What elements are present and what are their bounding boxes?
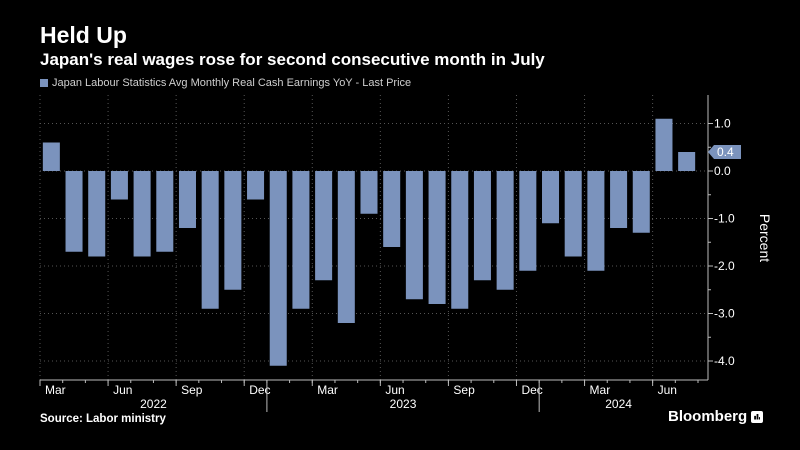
bar: [678, 152, 696, 171]
y-tick-label: -1.0: [714, 212, 735, 226]
y-axis-title: Percent: [757, 214, 773, 262]
legend-swatch: [40, 79, 48, 87]
y-tick-label: 1.0: [714, 117, 731, 131]
bar: [360, 171, 378, 214]
chart-legend: Japan Labour Statistics Avg Monthly Real…: [40, 77, 411, 89]
bar: [201, 171, 219, 309]
x-tick-label: Mar: [45, 383, 66, 397]
bar: [655, 118, 673, 171]
bar: [405, 171, 423, 300]
bar: [542, 171, 560, 224]
bar: [496, 171, 514, 290]
chart-title: Held Up: [40, 22, 127, 48]
y-tick-label: 0.0: [714, 164, 731, 178]
y-tick-label: -3.0: [714, 307, 735, 321]
x-tick-label: Sep: [181, 383, 203, 397]
x-tick-label: Jun: [658, 383, 677, 397]
bar: [269, 171, 287, 366]
last-value-label: 0.4: [717, 145, 734, 159]
year-label: 2022: [140, 397, 167, 411]
bar: [178, 171, 196, 228]
bar: [110, 171, 128, 200]
last-value-badge: [708, 145, 741, 159]
brand-name: Bloomberg: [668, 408, 748, 425]
bar: [224, 171, 242, 290]
chart-subtitle: Japan's real wages rose for second conse…: [40, 50, 545, 69]
year-label: 2024: [605, 397, 632, 411]
x-tick-label: Mar: [317, 383, 338, 397]
bar: [610, 171, 628, 228]
y-tick-label: -2.0: [714, 259, 735, 273]
bar: [451, 171, 469, 309]
bar: [133, 171, 151, 257]
bar: [383, 171, 401, 247]
bar: [42, 142, 60, 171]
bloomberg-icon: [751, 410, 764, 423]
x-tick-label: Mar: [590, 383, 611, 397]
source-note: Source: Labor ministry: [40, 413, 166, 425]
bar: [519, 171, 537, 271]
x-tick-label: Dec: [521, 383, 542, 397]
bar: [65, 171, 83, 252]
bar: [88, 171, 106, 257]
brand-logo: Bloomberg: [668, 408, 764, 425]
x-tick-label: Jun: [113, 383, 132, 397]
bar: [428, 171, 446, 304]
y-tick-label: -4.0: [714, 354, 735, 368]
x-tick-label: Sep: [453, 383, 475, 397]
bar: [473, 171, 491, 281]
bar: [247, 171, 265, 200]
bar: [337, 171, 355, 323]
x-tick-label: Jun: [385, 383, 404, 397]
bar: [587, 171, 605, 271]
bar: [564, 171, 582, 257]
year-label: 2023: [390, 397, 417, 411]
bar: [292, 171, 310, 309]
bar: [632, 171, 650, 233]
legend-label: Japan Labour Statistics Avg Monthly Real…: [52, 77, 412, 89]
x-tick-label: Dec: [249, 383, 270, 397]
bar: [315, 171, 333, 281]
bar: [156, 171, 174, 252]
